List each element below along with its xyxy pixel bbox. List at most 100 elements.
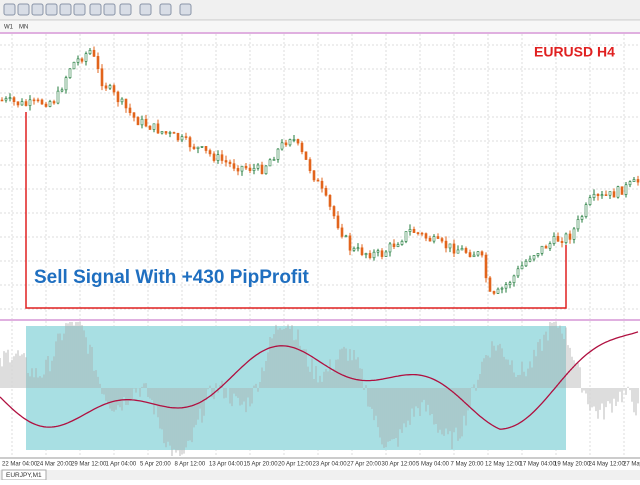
candle-body	[188, 137, 192, 148]
toolbar-icon[interactable]	[3, 3, 16, 16]
candle-body	[292, 139, 296, 141]
toolbar-icon[interactable]	[119, 3, 132, 16]
candle-body	[380, 250, 384, 257]
candle-body	[88, 49, 92, 55]
time-label: 13 Apr 04:00	[209, 462, 244, 468]
candle-body	[260, 164, 264, 175]
candle-body	[156, 123, 160, 134]
candle-body	[560, 241, 564, 243]
time-label: 24 May 12:00	[589, 462, 626, 468]
candle-body	[520, 265, 524, 270]
candle-body	[296, 139, 300, 144]
candle-body	[608, 191, 612, 196]
time-label: 30 Apr 12:00	[382, 462, 417, 468]
toolbar-icon[interactable]	[103, 3, 116, 16]
candle-body	[228, 161, 232, 164]
time-label: 19 May 20:00	[554, 462, 591, 468]
candle-body	[572, 228, 576, 240]
time-label: 7 May 20:00	[451, 462, 485, 468]
candle-body	[360, 247, 364, 256]
candle-body	[444, 240, 448, 249]
toolbar-icon[interactable]	[89, 3, 102, 16]
candle-body	[320, 180, 324, 189]
candle-body	[408, 229, 412, 232]
toolbar-icon[interactable]	[17, 3, 30, 16]
time-label: 5 Apr 20:00	[140, 462, 171, 468]
candle-body	[144, 118, 148, 127]
candle-body	[576, 219, 580, 230]
candle-body	[40, 99, 44, 105]
time-label: 24 Mar 20:00	[37, 462, 73, 468]
candle-body	[504, 284, 508, 289]
candle-body	[4, 98, 8, 101]
candle-body	[124, 98, 128, 109]
toolbar-icon[interactable]	[31, 3, 44, 16]
toolbar-icon[interactable]	[45, 3, 58, 16]
candle-body	[36, 99, 40, 102]
candle-body	[508, 282, 512, 285]
time-label: 27 May 04:00	[623, 462, 640, 468]
toolbar-icon[interactable]	[139, 3, 152, 16]
period-tab[interactable]: W1	[4, 25, 14, 31]
candle-body	[244, 165, 248, 169]
candle-body	[372, 251, 376, 259]
candle-body	[76, 58, 80, 63]
candle-body	[348, 235, 352, 251]
candle-body	[200, 146, 204, 148]
candle-body	[184, 136, 188, 138]
candle-body	[636, 179, 640, 183]
period-tab[interactable]: MN	[19, 25, 28, 31]
candle-body	[400, 241, 404, 245]
candle-body	[0, 99, 4, 102]
candle-body	[512, 275, 516, 284]
candle-body	[468, 252, 472, 258]
candle-body	[252, 167, 256, 171]
candle-body	[168, 132, 172, 134]
candle-body	[436, 236, 440, 239]
symbol-label: EURUSD H4	[534, 44, 615, 60]
candle-body	[240, 165, 244, 172]
candle-body	[52, 101, 56, 104]
time-label: 12 May 12:00	[485, 462, 522, 468]
candle-body	[64, 77, 68, 91]
candle-body	[604, 194, 608, 196]
candle-body	[108, 85, 112, 89]
candle-body	[456, 249, 460, 254]
candle-body	[324, 187, 328, 196]
candle-body	[72, 61, 76, 70]
candle-body	[592, 193, 596, 198]
candle-body	[364, 253, 368, 256]
candle-body	[196, 146, 200, 149]
candle-body	[192, 146, 196, 149]
candle-body	[500, 287, 504, 290]
candle-body	[60, 89, 64, 92]
candle-body	[180, 136, 184, 141]
candle-body	[92, 49, 96, 57]
candle-body	[280, 142, 284, 150]
candle-body	[80, 58, 84, 62]
candle-body	[600, 194, 604, 197]
candle-body	[312, 170, 316, 181]
candle-body	[464, 248, 468, 253]
candle-body	[12, 97, 16, 103]
time-label: 27 Apr 20:00	[347, 462, 382, 468]
candle-body	[596, 193, 600, 197]
toolbar-icon[interactable]	[59, 3, 72, 16]
toolbar-icon[interactable]	[73, 3, 86, 16]
candle-body	[208, 150, 212, 155]
candle-body	[328, 194, 332, 207]
candle-body	[564, 233, 568, 243]
toolbar-icon[interactable]	[179, 3, 192, 16]
candle-body	[424, 233, 428, 239]
chart-tab-label[interactable]: EURJPY,M1	[6, 472, 42, 479]
toolbar-icon[interactable]	[159, 3, 172, 16]
candle-body	[552, 236, 556, 244]
candle-body	[384, 251, 388, 257]
candle-body	[44, 103, 48, 107]
candle-body	[532, 255, 536, 260]
candle-body	[136, 117, 140, 126]
candle-body	[616, 186, 620, 198]
candle-body	[304, 151, 308, 160]
